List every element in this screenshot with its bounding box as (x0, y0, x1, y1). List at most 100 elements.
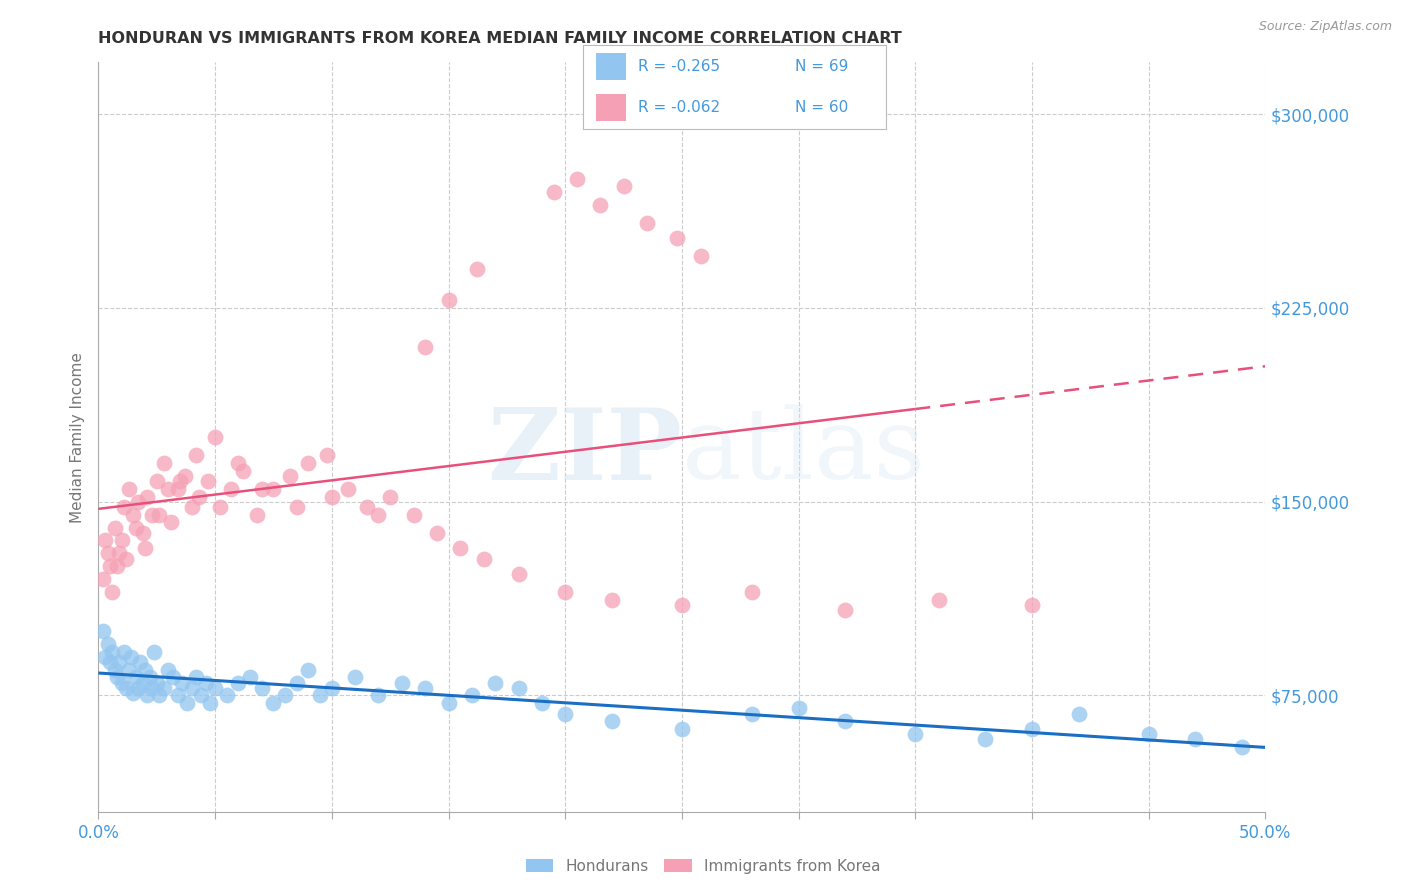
Point (344, 670, 367, 684)
Point (215, 689, 238, 703)
Point (105, 670, 128, 684)
Point (148, 508, 170, 522)
Point (139, 670, 162, 684)
Point (228, 456, 250, 470)
Point (108, 546, 131, 560)
Point (613, 179, 636, 194)
Point (689, 249, 711, 263)
Point (111, 675, 134, 690)
Point (787, 701, 810, 715)
Point (262, 482, 284, 496)
Point (484, 675, 506, 690)
Point (508, 681, 530, 695)
Point (274, 689, 297, 703)
Point (157, 663, 180, 677)
Point (1021, 722, 1043, 736)
Point (472, 551, 495, 566)
Point (101, 585, 124, 599)
Text: R = -0.062: R = -0.062 (638, 100, 720, 115)
Point (437, 696, 460, 710)
Point (565, 171, 588, 186)
Point (118, 482, 141, 496)
Point (148, 689, 170, 703)
Point (1021, 598, 1043, 612)
Point (111, 533, 134, 548)
Point (190, 689, 212, 703)
Point (157, 482, 180, 496)
Point (437, 293, 460, 307)
Point (136, 689, 159, 703)
Point (391, 675, 413, 690)
Point (166, 482, 188, 496)
Point (115, 551, 138, 566)
Point (904, 727, 927, 741)
Point (402, 508, 425, 522)
Point (834, 603, 856, 617)
Point (589, 197, 612, 211)
Point (143, 644, 166, 658)
Y-axis label: Median Family Income: Median Family Income (69, 351, 84, 523)
Point (285, 675, 308, 690)
Point (426, 525, 449, 540)
Point (316, 448, 339, 462)
Point (367, 508, 389, 522)
Text: N = 60: N = 60 (796, 100, 848, 115)
Point (162, 670, 184, 684)
Point (120, 649, 142, 664)
Point (554, 706, 576, 721)
Point (125, 670, 148, 684)
Text: atlas: atlas (682, 404, 925, 500)
Point (132, 675, 155, 690)
Point (1184, 732, 1206, 747)
Point (208, 500, 231, 514)
Point (141, 508, 163, 522)
Text: Source: ZipAtlas.com: Source: ZipAtlas.com (1258, 20, 1392, 33)
Point (666, 231, 689, 245)
Point (91, 624, 114, 638)
Point (180, 681, 202, 695)
Point (741, 706, 763, 721)
Point (152, 681, 174, 695)
Point (246, 508, 269, 522)
Point (928, 592, 950, 607)
Point (600, 714, 623, 729)
Point (104, 663, 127, 677)
Point (132, 525, 155, 540)
Point (297, 663, 319, 677)
Point (1137, 727, 1160, 741)
Point (146, 675, 169, 690)
Point (741, 585, 763, 599)
Text: N = 69: N = 69 (796, 59, 848, 74)
Point (98, 559, 121, 574)
Point (186, 670, 208, 684)
Point (974, 732, 997, 747)
Point (94, 649, 117, 664)
Point (101, 644, 124, 658)
Point (115, 681, 138, 695)
Point (543, 185, 565, 199)
Point (834, 714, 856, 729)
Point (508, 567, 530, 582)
Point (125, 520, 148, 534)
Point (104, 520, 127, 534)
Point (146, 474, 169, 488)
Legend: Hondurans, Immigrants from Korea: Hondurans, Immigrants from Korea (520, 853, 886, 880)
Point (122, 508, 145, 522)
Point (413, 681, 436, 695)
Point (197, 474, 219, 488)
Point (221, 482, 243, 496)
Point (204, 681, 226, 695)
Point (180, 500, 202, 514)
Point (127, 494, 149, 508)
Point (671, 598, 693, 612)
Point (250, 482, 273, 496)
Point (285, 500, 308, 514)
Point (337, 482, 360, 496)
Point (228, 675, 250, 690)
Point (465, 262, 488, 277)
Point (173, 468, 195, 483)
Point (129, 655, 152, 669)
Point (172, 675, 194, 690)
FancyBboxPatch shape (596, 54, 626, 80)
Point (297, 456, 319, 470)
